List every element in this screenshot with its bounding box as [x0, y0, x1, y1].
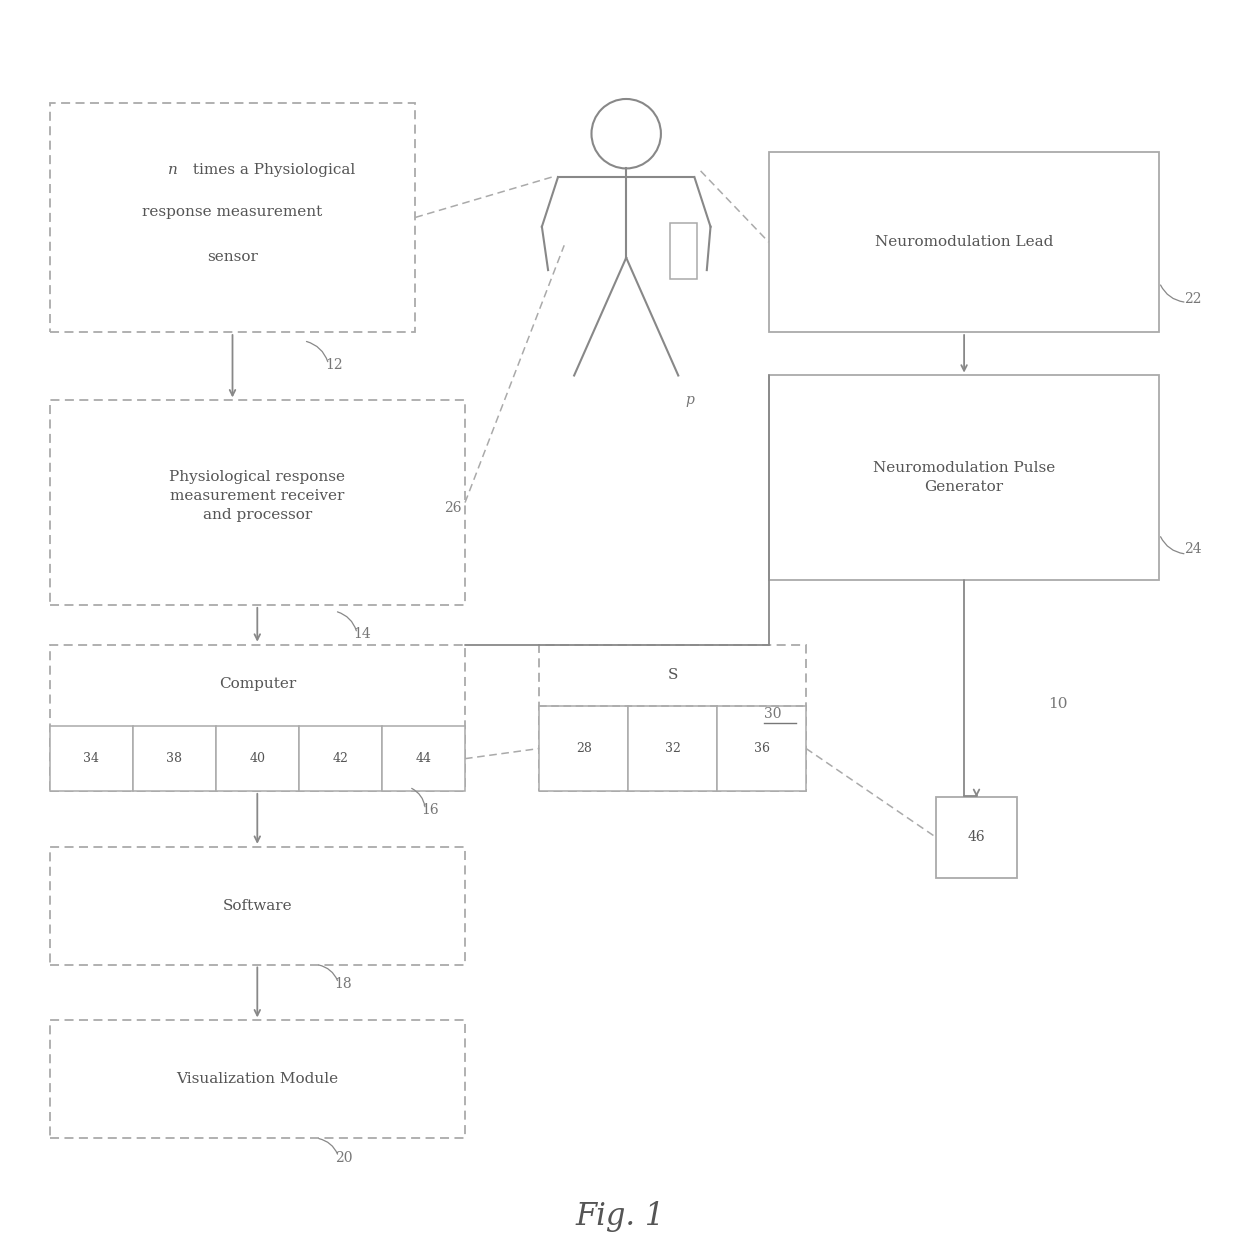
Text: response measurement: response measurement: [143, 206, 322, 219]
Bar: [50, 645, 465, 791]
Text: 44: 44: [415, 752, 432, 766]
Bar: [50, 400, 465, 605]
Text: 34: 34: [83, 752, 99, 766]
Bar: [539, 645, 806, 791]
Bar: [299, 727, 382, 791]
Text: Fig. 1: Fig. 1: [575, 1201, 665, 1232]
Bar: [50, 1020, 465, 1139]
Text: 18: 18: [335, 976, 352, 991]
Text: sensor: sensor: [207, 251, 258, 264]
Bar: [539, 706, 629, 791]
Text: Visualization Module: Visualization Module: [176, 1072, 339, 1086]
Text: 16: 16: [422, 803, 439, 817]
Text: n: n: [169, 163, 177, 177]
Bar: [717, 706, 806, 791]
Text: Physiological response
measurement receiver
and processor: Physiological response measurement recei…: [170, 470, 345, 522]
Text: 46: 46: [967, 831, 986, 844]
Text: 32: 32: [665, 742, 681, 754]
Text: 42: 42: [332, 752, 348, 766]
Text: 22: 22: [1184, 292, 1202, 306]
Text: 14: 14: [353, 627, 371, 641]
Bar: [50, 727, 133, 791]
Text: Computer: Computer: [218, 677, 296, 691]
Text: 10: 10: [1048, 697, 1068, 711]
Text: 20: 20: [335, 1151, 352, 1165]
Text: Software: Software: [222, 899, 293, 913]
Text: Neuromodulation Lead: Neuromodulation Lead: [875, 236, 1053, 249]
Text: 28: 28: [575, 742, 591, 754]
Text: 24: 24: [1184, 542, 1202, 556]
Bar: [769, 152, 1159, 332]
Bar: [216, 727, 299, 791]
Text: 38: 38: [166, 752, 182, 766]
Bar: [629, 706, 717, 791]
Bar: [50, 102, 415, 332]
Bar: [670, 223, 697, 279]
Bar: [769, 375, 1159, 580]
Text: 26: 26: [444, 501, 461, 515]
Text: times a Physiological: times a Physiological: [188, 163, 355, 177]
Text: 40: 40: [249, 752, 265, 766]
Text: 12: 12: [325, 358, 342, 372]
Bar: [382, 727, 465, 791]
Text: S: S: [667, 668, 678, 682]
Text: p: p: [686, 393, 694, 408]
Text: 36: 36: [754, 742, 770, 754]
Bar: [50, 847, 465, 964]
Bar: [936, 797, 1017, 878]
Text: Neuromodulation Pulse
Generator: Neuromodulation Pulse Generator: [873, 461, 1055, 494]
Bar: [133, 727, 216, 791]
Text: 30: 30: [764, 707, 781, 721]
